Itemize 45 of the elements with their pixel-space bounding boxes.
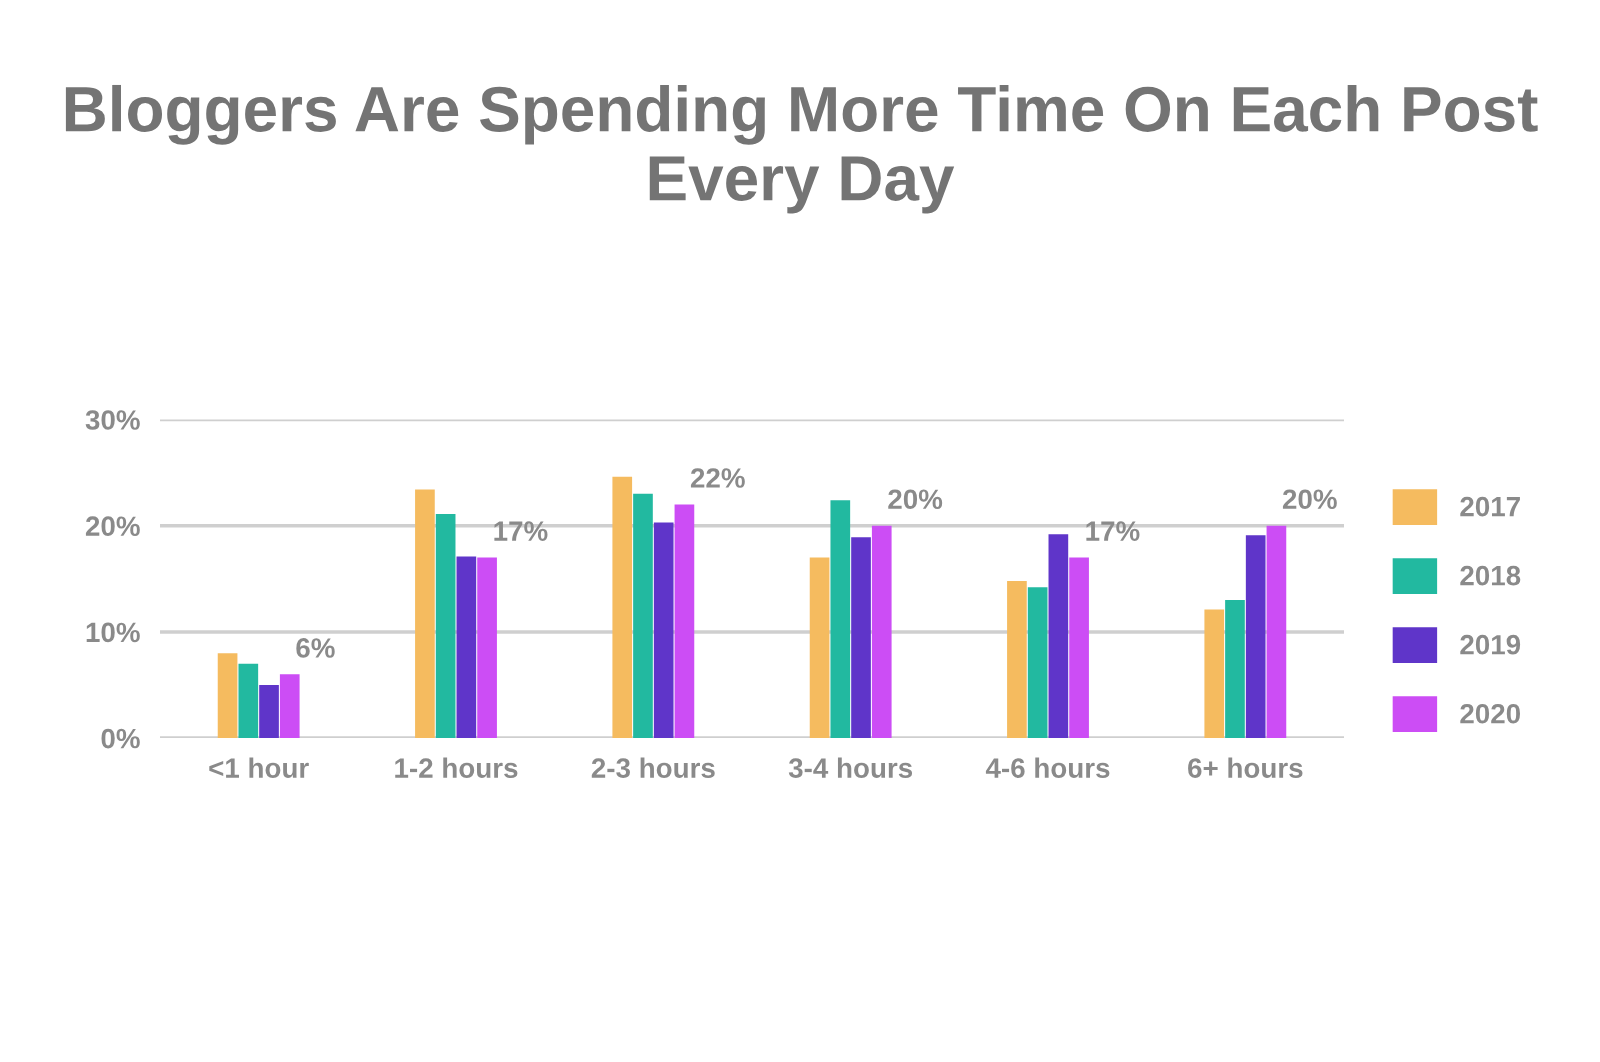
bar <box>830 500 851 739</box>
x-tick-label: 1-2 hours <box>395 757 518 778</box>
x-tick-label: 4-6 hours <box>985 757 1110 778</box>
bar <box>435 514 456 739</box>
x-tick-label: <1 hour <box>209 757 309 778</box>
data-label: 6% <box>296 638 335 658</box>
y-tick-label: 10% <box>86 622 140 643</box>
bar <box>871 525 892 739</box>
data-label: 17% <box>494 521 548 541</box>
bar <box>456 556 477 739</box>
x-tick-label: 3-4 hours <box>788 757 913 778</box>
legend-label: 2017 <box>1460 496 1520 517</box>
bar <box>674 504 695 739</box>
bar <box>477 557 497 739</box>
bar <box>1204 609 1225 739</box>
x-tick-label: 2-3 hours <box>591 757 715 778</box>
bar <box>1027 587 1048 739</box>
x-tick-label: 6+ hours <box>1188 757 1303 778</box>
legend-label: 2020 <box>1460 703 1520 724</box>
data-label: 20% <box>888 489 943 510</box>
bar <box>1007 580 1027 739</box>
bar <box>809 557 830 739</box>
data-label: 20% <box>1282 489 1337 510</box>
bar <box>612 476 633 739</box>
bar <box>1225 600 1245 739</box>
chart-title: Bloggers Are Spending More Time On Each Post Every Day <box>65 84 1538 214</box>
bar <box>1245 535 1266 739</box>
y-tick-label: 30% <box>85 410 140 430</box>
legend-label: 2018 <box>1460 565 1521 586</box>
bar <box>633 493 653 739</box>
bar <box>217 653 238 739</box>
bar <box>259 684 279 739</box>
bar <box>851 537 871 739</box>
data-label: 17% <box>1086 521 1140 541</box>
bar <box>653 522 674 739</box>
y-tick-label: 0% <box>101 728 140 749</box>
bar <box>1069 557 1089 739</box>
y-tick-label: 20% <box>85 516 140 537</box>
data-label: 22% <box>690 468 745 488</box>
legend-label: 2019 <box>1460 634 1521 655</box>
bar <box>1266 525 1287 739</box>
bar <box>415 489 435 739</box>
bar <box>238 663 259 739</box>
bar <box>1048 534 1069 739</box>
bar <box>279 674 300 739</box>
